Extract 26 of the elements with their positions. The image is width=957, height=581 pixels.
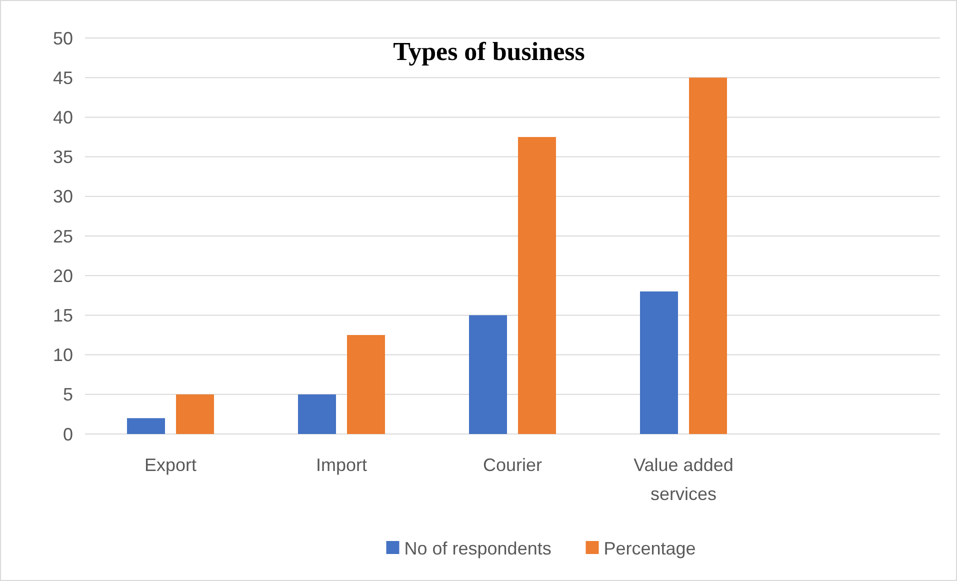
y-tick-label: 35 (52, 147, 73, 168)
y-tick-label: 20 (52, 266, 73, 286)
x-tick-label: Courier (482, 455, 542, 475)
bar (469, 315, 507, 434)
legend-label: Percentage (604, 538, 696, 558)
x-tick-label: Value added services (634, 455, 734, 504)
bar (640, 291, 678, 434)
bar (689, 78, 727, 434)
y-tick-label: 10 (52, 345, 73, 366)
y-tick-label: 40 (52, 108, 73, 128)
x-tick-label: Import (316, 455, 368, 475)
y-tick-label: 30 (52, 186, 73, 207)
bar (518, 137, 556, 434)
bar (347, 335, 385, 434)
y-tick-label: 5 (62, 384, 73, 405)
bar (127, 418, 165, 434)
bar (298, 394, 336, 434)
bar (176, 394, 214, 434)
x-tick-label: Export (144, 455, 197, 475)
y-tick-label: 45 (52, 68, 73, 88)
legend-label: No of respondents (404, 538, 552, 558)
y-tick-label: 25 (52, 226, 73, 246)
y-tick-label: 0 (62, 424, 73, 444)
chart-title: Types of business (393, 37, 585, 66)
y-tick-label: 50 (52, 28, 73, 48)
y-tick-label: 15 (52, 306, 73, 326)
